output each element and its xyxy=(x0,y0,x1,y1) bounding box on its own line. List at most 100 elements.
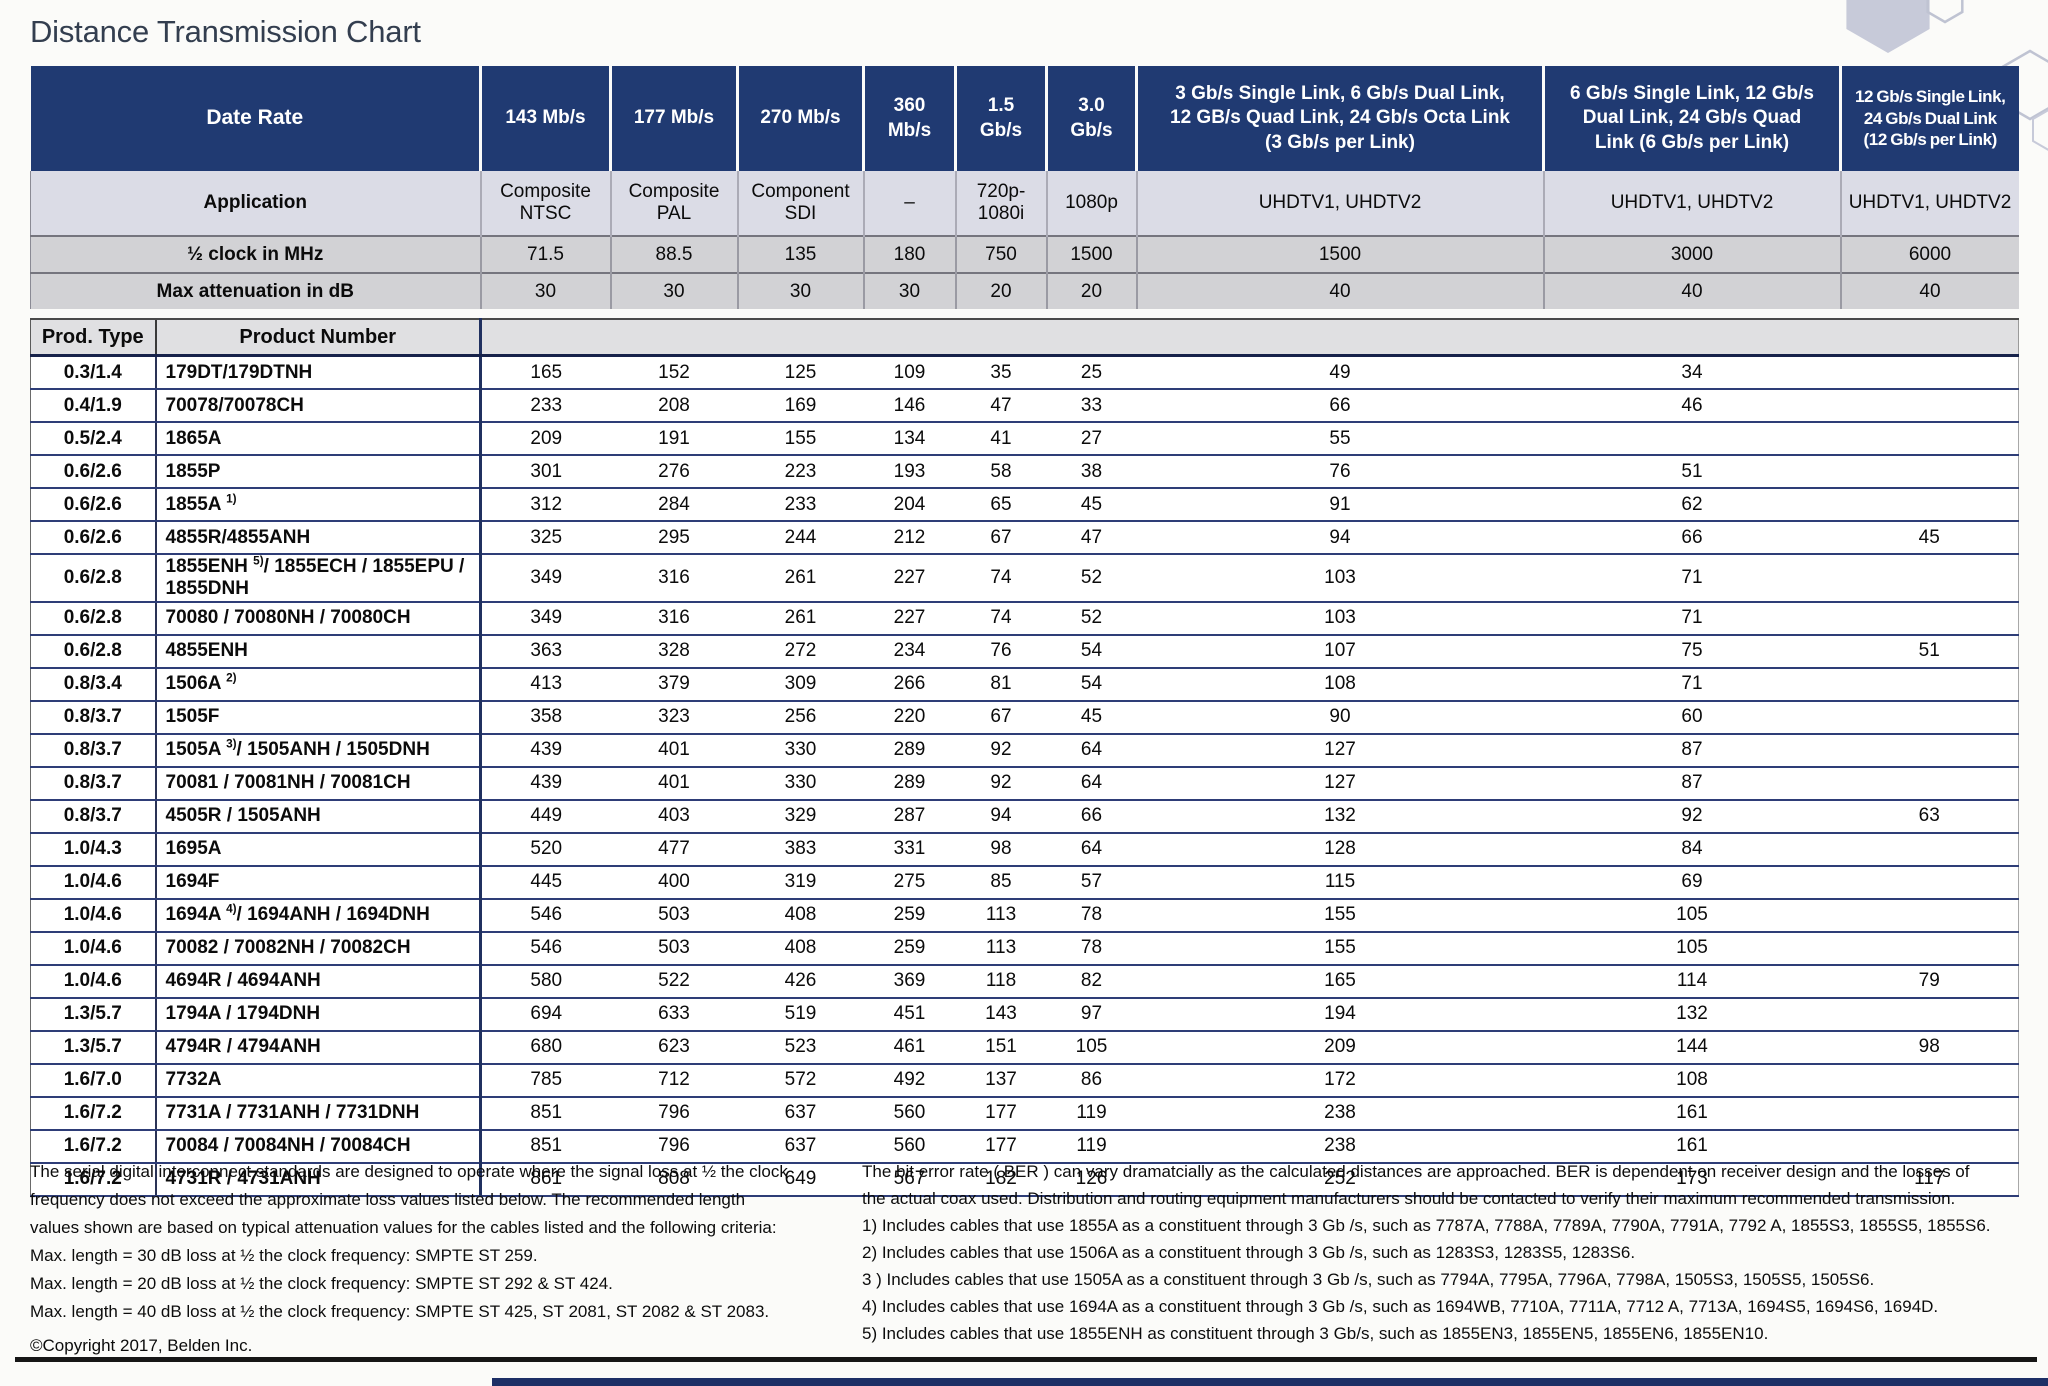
value-cell: 78 xyxy=(1046,931,1137,966)
value-cell: 227 xyxy=(863,601,956,636)
value-cell: 439 xyxy=(480,733,611,768)
value-cell: 680 xyxy=(480,1030,611,1065)
value-cell: 567 xyxy=(863,1162,956,1197)
product-number-cell: 1695A xyxy=(155,832,482,867)
value-cell xyxy=(1840,422,2019,456)
value-cell: 92 xyxy=(955,766,1047,801)
value-cell xyxy=(1840,766,2019,801)
value-cell: 523 xyxy=(737,1030,864,1065)
attenuation-cell: 30 xyxy=(862,272,956,309)
product-number-header: Product Number xyxy=(154,318,481,357)
value-cell: 193 xyxy=(863,455,956,489)
value-cell: 108 xyxy=(1543,1063,1841,1098)
date-rate-corner-label: Date Rate xyxy=(30,66,481,171)
value-cell: 27 xyxy=(1046,422,1137,456)
value-cell: 143 xyxy=(955,997,1047,1032)
value-cell: 383 xyxy=(737,832,864,867)
value-cell: 349 xyxy=(480,554,611,603)
value-cell: 796 xyxy=(610,1129,738,1164)
value-cell: 75 xyxy=(1543,634,1841,669)
value-cell: 90 xyxy=(1136,700,1544,735)
product-number-cell: 7732A xyxy=(155,1063,482,1098)
value-cell: 161 xyxy=(1543,1129,1841,1164)
application-cell: UHDTV1, UHDTV2 xyxy=(1839,171,2019,236)
attenuation-cell: 20 xyxy=(954,272,1047,309)
attenuation-cell: 40 xyxy=(1135,272,1544,309)
footnote-line: frequency does not exceed the approximat… xyxy=(30,1190,746,1209)
value-cell: 60 xyxy=(1543,700,1841,735)
value-cell: 580 xyxy=(480,964,611,999)
value-cell: 66 xyxy=(1136,389,1544,423)
value-cell: 445 xyxy=(480,865,611,900)
value-cell: 623 xyxy=(610,1030,738,1065)
attenuation-cell: 30 xyxy=(609,272,738,309)
value-cell: 259 xyxy=(863,931,956,966)
value-cell xyxy=(1840,1096,2019,1131)
value-cell: 408 xyxy=(737,931,864,966)
value-cell: 330 xyxy=(737,766,864,801)
value-cell: 74 xyxy=(955,601,1047,636)
value-cell: 49 xyxy=(1136,355,1544,390)
table-row: 1.3/5.7 1794A / 1794DNH 694 633 519 451 143 97 1… xyxy=(30,997,2019,1032)
product-number-cell: 4794R / 4794ANH xyxy=(155,1030,482,1065)
prod-type-cell: 1.0/4.6 xyxy=(30,898,157,933)
clock-cell: 1500 xyxy=(1045,235,1137,273)
value-cell: 477 xyxy=(610,832,738,867)
data-rate-header-row: Date Rate 143 Mb/s 177 Mb/s 270 Mb/s 360 Mb/… xyxy=(30,66,2019,171)
value-cell xyxy=(1840,931,2019,966)
value-cell: 400 xyxy=(610,865,738,900)
value-cell: 41 xyxy=(955,422,1047,456)
prod-type-cell: 1.0/4.6 xyxy=(30,931,157,966)
value-cell: 312 xyxy=(480,488,611,522)
value-cell: 54 xyxy=(1046,634,1137,669)
value-cell: 52 xyxy=(1046,554,1137,603)
product-number-cell: 1694F xyxy=(155,865,482,900)
prod-type-cell: 0.3/1.4 xyxy=(30,355,157,390)
value-cell xyxy=(1840,554,2019,603)
value-cell: 64 xyxy=(1046,733,1137,768)
value-cell: 295 xyxy=(610,521,738,555)
value-cell: 144 xyxy=(1543,1030,1841,1065)
value-cell: 108 xyxy=(1136,667,1544,702)
value-cell: 132 xyxy=(1543,997,1841,1032)
footnote-line: The serial digital interconnect standard… xyxy=(30,1162,788,1181)
value-cell: 114 xyxy=(1543,964,1841,999)
value-cell: 560 xyxy=(863,1129,956,1164)
value-cell: 92 xyxy=(955,733,1047,768)
product-number-cell: 1505A 3)/ 1505ANH / 1505DNH xyxy=(155,733,482,768)
table-row: 0.8/3.4 1506A 2) 413 379 309 266 81 54 108 71 xyxy=(30,667,2019,702)
value-cell: 105 xyxy=(1543,931,1841,966)
value-cell: 316 xyxy=(610,554,738,603)
value-cell: 209 xyxy=(480,422,611,456)
value-cell: 349 xyxy=(480,601,611,636)
table-row: 0.6/2.8 1855ENH 5)/ 1855ECH / 1855EPU / 1… xyxy=(30,554,2019,603)
copyright-text: ©Copyright 2017, Belden Inc. xyxy=(30,1336,253,1355)
value-cell: 67 xyxy=(955,700,1047,735)
table-row: 0.5/2.4 1865A 209 191 155 134 41 27 55 xyxy=(30,422,2019,456)
value-cell: 851 xyxy=(480,1096,611,1131)
prod-type-cell: 1.0/4.6 xyxy=(30,865,157,900)
value-cell: 413 xyxy=(480,667,611,702)
prod-type-cell: 1.0/4.3 xyxy=(30,832,157,867)
application-cell: UHDTV1, UHDTV2 xyxy=(1542,171,1841,236)
footnote-line: 4) Includes cables that use 1694A as a c… xyxy=(862,1297,1939,1316)
value-cell: 182 xyxy=(955,1162,1047,1197)
value-cell: 74 xyxy=(955,554,1047,603)
footer-left-column: The serial digital interconnect standard… xyxy=(30,1158,850,1360)
value-cell xyxy=(1840,898,2019,933)
table-row: 0.6/2.8 70080 / 70080NH / 70080CH 349 316 26… xyxy=(30,601,2019,636)
value-cell xyxy=(1840,667,2019,702)
value-cell: 363 xyxy=(480,634,611,669)
product-number-cell: 1694A 4)/ 1694ANH / 1694DNH xyxy=(155,898,482,933)
attenuation-cell: 30 xyxy=(736,272,864,309)
value-cell: 45 xyxy=(1840,521,2019,555)
value-cell: 191 xyxy=(610,422,738,456)
table-row: 1.0/4.6 1694F 445 400 319 275 85 57 115 69 xyxy=(30,865,2019,900)
value-cell: 38 xyxy=(1046,455,1137,489)
value-cell: 261 xyxy=(737,554,864,603)
value-cell: 316 xyxy=(610,601,738,636)
value-cell: 284 xyxy=(610,488,738,522)
prod-type-cell: 0.8/3.7 xyxy=(30,799,157,834)
prod-type-cell: 1.6/7.2 xyxy=(30,1129,157,1164)
value-cell: 227 xyxy=(863,554,956,603)
